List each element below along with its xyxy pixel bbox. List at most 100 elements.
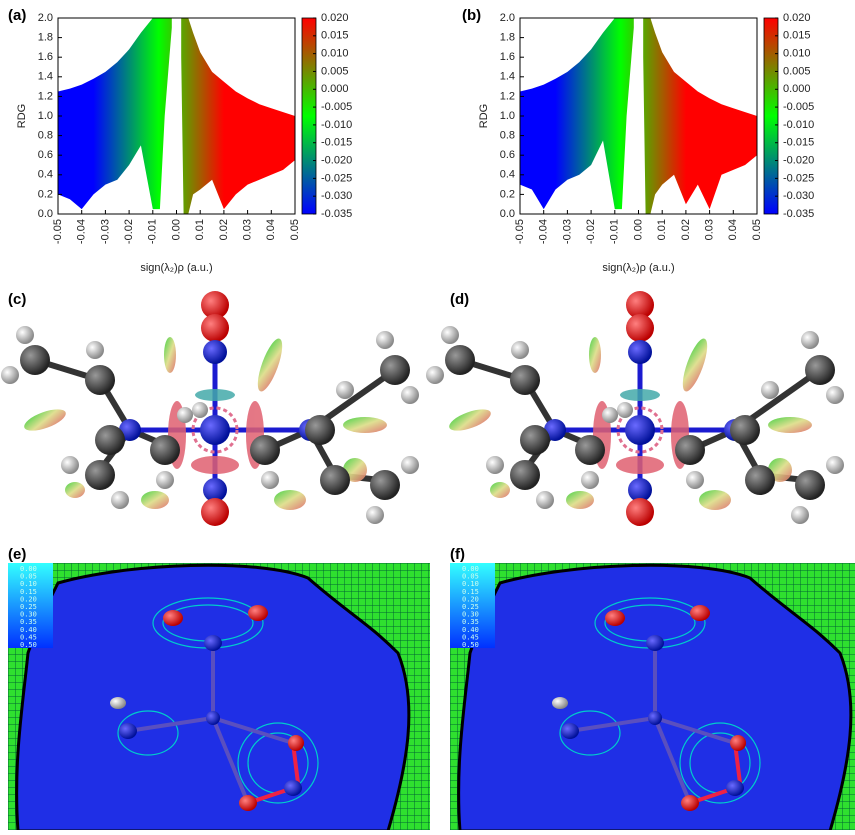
y-tick-label: 1.6 bbox=[38, 51, 53, 63]
y-axis-label: RDG bbox=[478, 104, 490, 128]
x-tick-label: -0.01 bbox=[147, 219, 159, 244]
x-tick-label: 0.05 bbox=[751, 219, 763, 240]
scale-label: 0.35 bbox=[20, 618, 37, 626]
colorbar-label: 0.010 bbox=[783, 48, 811, 60]
y-tick-label: 1.2 bbox=[500, 90, 515, 102]
rdg-area bbox=[181, 18, 295, 214]
scale-label: 0.20 bbox=[20, 595, 37, 603]
y-tick-label: 1.0 bbox=[38, 110, 53, 122]
x-tick-label: 0.03 bbox=[242, 219, 254, 240]
x-tick-label: -0.03 bbox=[99, 219, 111, 244]
y-tick-label: 1.2 bbox=[38, 90, 53, 102]
x-tick-label: -0.05 bbox=[514, 219, 526, 244]
scale-label: 0.20 bbox=[462, 595, 479, 603]
scale-label: 0.30 bbox=[20, 611, 37, 619]
scale-label: 0.50 bbox=[462, 641, 479, 649]
panel-labels: (a) (b) (c) (d) (e) (f) bbox=[8, 7, 481, 563]
contour-map bbox=[448, 561, 855, 833]
colorbar-label: -0.035 bbox=[783, 208, 814, 220]
x-tick-label: 0.01 bbox=[656, 219, 668, 240]
colorbar-label: -0.005 bbox=[783, 101, 814, 113]
rdg-area bbox=[520, 18, 634, 210]
scale-label: 0.15 bbox=[462, 588, 479, 596]
x-tick-label: 0.02 bbox=[218, 219, 230, 240]
rdg-area bbox=[643, 18, 757, 214]
x-tick-label: 0.03 bbox=[704, 219, 716, 240]
x-tick-label: 0.04 bbox=[727, 219, 739, 240]
colorbar-label: -0.035 bbox=[321, 208, 352, 220]
x-tick-label: 0.01 bbox=[194, 219, 206, 240]
colorbar-label: -0.025 bbox=[783, 172, 814, 184]
scale-label: 0.25 bbox=[462, 603, 479, 611]
y-tick-label: 0.4 bbox=[38, 169, 53, 181]
scale-label: 0.15 bbox=[20, 588, 37, 596]
y-tick-label: 0.2 bbox=[38, 188, 53, 200]
colorbar-label: -0.030 bbox=[321, 190, 352, 202]
colorbar-label: 0.015 bbox=[321, 30, 349, 42]
panel-label: (c) bbox=[8, 291, 26, 308]
panel-label: (b) bbox=[462, 7, 481, 24]
scale-label: 0.45 bbox=[462, 633, 479, 641]
colorbar-label: -0.025 bbox=[321, 172, 352, 184]
panel-label: (f) bbox=[450, 546, 465, 563]
colorbar-label: 0.000 bbox=[321, 83, 349, 95]
scale-label: 0.35 bbox=[462, 618, 479, 626]
x-axis-label: sign(λ₂)ρ (a.u.) bbox=[602, 262, 674, 274]
x-tick-label: -0.04 bbox=[76, 219, 88, 244]
y-tick-label: 0.6 bbox=[500, 149, 515, 161]
y-axis-label: RDG bbox=[16, 104, 28, 128]
colorbar-label: 0.020 bbox=[783, 12, 811, 24]
colorbar bbox=[301, 17, 317, 215]
y-tick-label: 1.8 bbox=[38, 32, 53, 44]
molecule-image bbox=[1, 291, 419, 526]
y-tick-label: 1.6 bbox=[500, 51, 515, 63]
panel-label: (a) bbox=[8, 7, 26, 24]
scale-label: 0.40 bbox=[462, 626, 479, 634]
scale-label: 0.50 bbox=[20, 641, 37, 649]
y-tick-label: 1.4 bbox=[500, 71, 515, 83]
y-tick-label: 0.0 bbox=[500, 208, 515, 220]
panel-label: (e) bbox=[8, 546, 26, 563]
x-tick-label: 0.00 bbox=[170, 219, 182, 240]
x-axis-label: sign(λ₂)ρ (a.u.) bbox=[140, 262, 212, 274]
scale-label: 0.05 bbox=[20, 573, 37, 581]
colorbar-label: 0.010 bbox=[321, 48, 349, 60]
contour-map bbox=[6, 561, 432, 833]
molecule-image bbox=[426, 291, 844, 526]
scale-label: 0.05 bbox=[462, 573, 479, 581]
y-tick-label: 0.6 bbox=[38, 149, 53, 161]
scale-label: 0.40 bbox=[20, 626, 37, 634]
y-tick-label: 0.2 bbox=[500, 188, 515, 200]
x-tick-label: 0.00 bbox=[632, 219, 644, 240]
colorbar-label: -0.005 bbox=[321, 101, 352, 113]
rdg-area bbox=[58, 18, 172, 210]
colorbar-label: 0.005 bbox=[783, 65, 811, 77]
y-tick-label: 1.4 bbox=[38, 71, 53, 83]
colorbar bbox=[763, 17, 779, 215]
scale-label: 0.00 bbox=[462, 565, 479, 573]
scale-label: 0.30 bbox=[462, 611, 479, 619]
y-tick-label: 1.0 bbox=[500, 110, 515, 122]
x-tick-label: -0.02 bbox=[585, 219, 597, 244]
x-tick-label: -0.05 bbox=[52, 219, 64, 244]
x-tick-label: -0.03 bbox=[561, 219, 573, 244]
panel-label: (d) bbox=[450, 291, 469, 308]
colorbar-label: -0.030 bbox=[783, 190, 814, 202]
colorbar-label: 0.000 bbox=[783, 83, 811, 95]
x-tick-label: -0.02 bbox=[123, 219, 135, 244]
colorbar-label: -0.010 bbox=[783, 119, 814, 131]
y-tick-label: 2.0 bbox=[500, 12, 515, 24]
x-tick-label: -0.04 bbox=[538, 219, 550, 244]
y-tick-label: 0.4 bbox=[500, 169, 515, 181]
colorbar-label: -0.020 bbox=[321, 154, 352, 166]
y-tick-label: 0.8 bbox=[500, 130, 515, 142]
colorbar-label: -0.010 bbox=[321, 119, 352, 131]
x-tick-label: 0.05 bbox=[289, 219, 301, 240]
colorbar-label: -0.015 bbox=[783, 137, 814, 149]
scale-label: 0.10 bbox=[20, 580, 37, 588]
x-tick-label: -0.01 bbox=[609, 219, 621, 244]
y-tick-label: 1.8 bbox=[500, 32, 515, 44]
y-tick-label: 2.0 bbox=[38, 12, 53, 24]
colorbar-label: 0.020 bbox=[321, 12, 349, 24]
colorbar-label: 0.005 bbox=[321, 65, 349, 77]
